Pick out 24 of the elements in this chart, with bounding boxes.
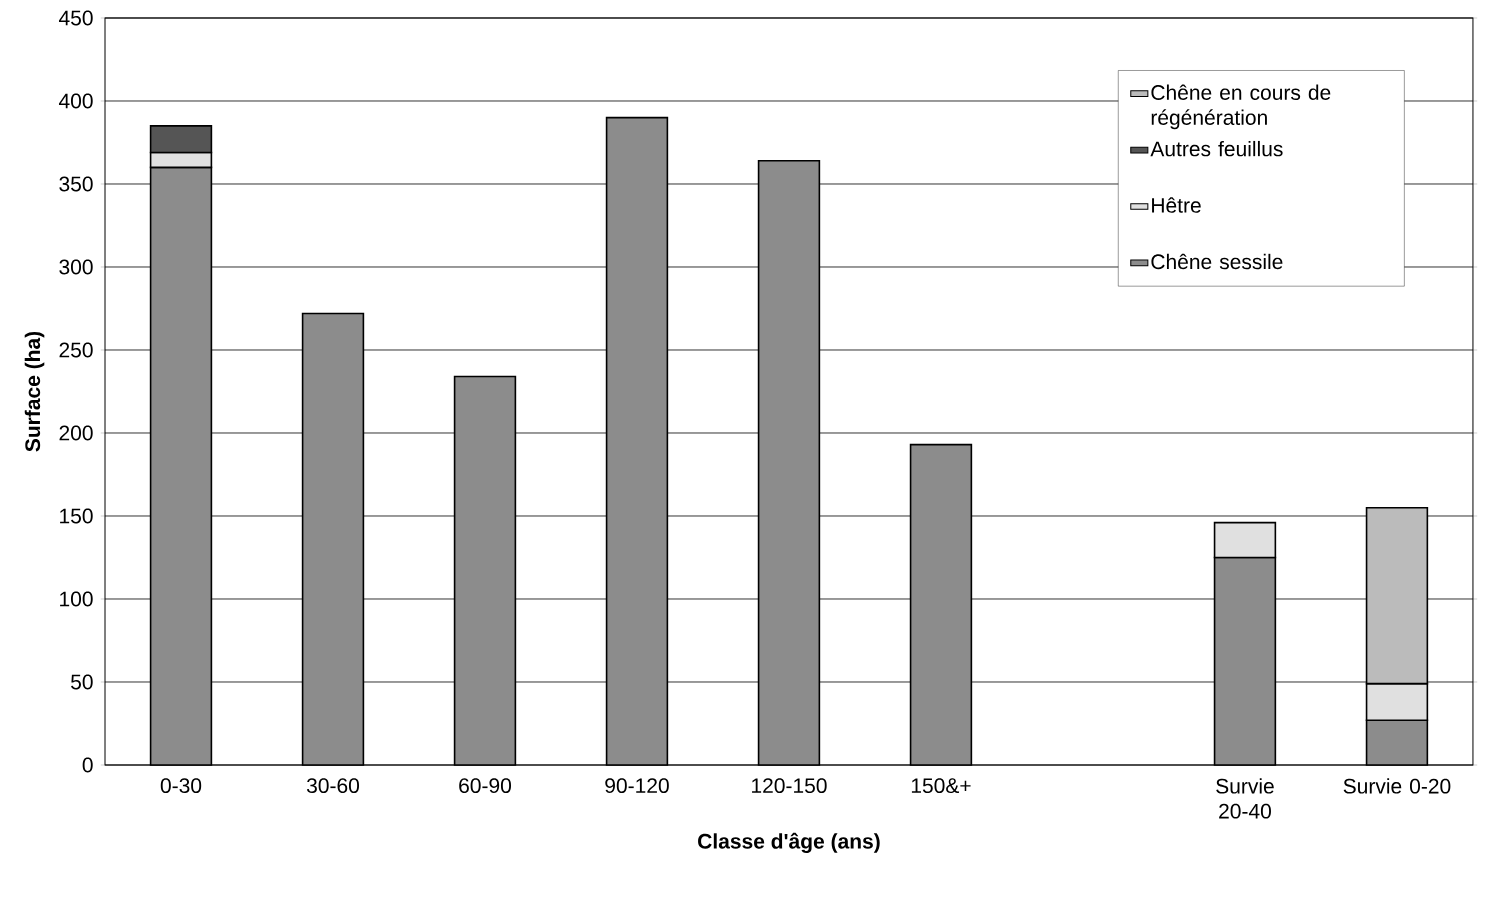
y-tick-label: 50 — [71, 674, 93, 690]
x-tick-label: Survie 0-20 — [1343, 778, 1451, 794]
y-tick-label: 450 — [58, 10, 93, 26]
y-tick-label: 250 — [59, 342, 93, 358]
y-tick-label: 0 — [82, 757, 93, 773]
legend-label: Chêne sessile — [1151, 253, 1283, 270]
x-axis-title: Classe d'âge (ans) — [698, 832, 880, 853]
x-tick-label: Survie 20-40 — [1216, 778, 1274, 819]
x-tick-label: 90-120 — [605, 778, 669, 794]
y-tick-label: 400 — [58, 93, 93, 109]
y-tick-label: 100 — [60, 591, 93, 607]
y-tick-label: 300 — [59, 259, 93, 275]
x-tick-label: 0-30 — [160, 778, 202, 794]
y-tick-label: 200 — [59, 425, 93, 441]
x-tick-label: 30-60 — [306, 778, 360, 794]
y-axis-title: Surface (ha) — [24, 331, 45, 452]
y-tick-label: 150 — [60, 508, 93, 524]
legend-label: Autres feuillus — [1150, 140, 1283, 157]
x-tick-label: 120-150 — [752, 778, 827, 794]
x-tick-label: 60-90 — [459, 778, 512, 794]
legend-label: Chêne en cours de régénération — [1151, 84, 1331, 130]
legend-label: Hêtre — [1152, 197, 1201, 213]
y-tick-label: 350 — [59, 176, 93, 192]
x-tick-label: 150&+ — [911, 778, 971, 794]
